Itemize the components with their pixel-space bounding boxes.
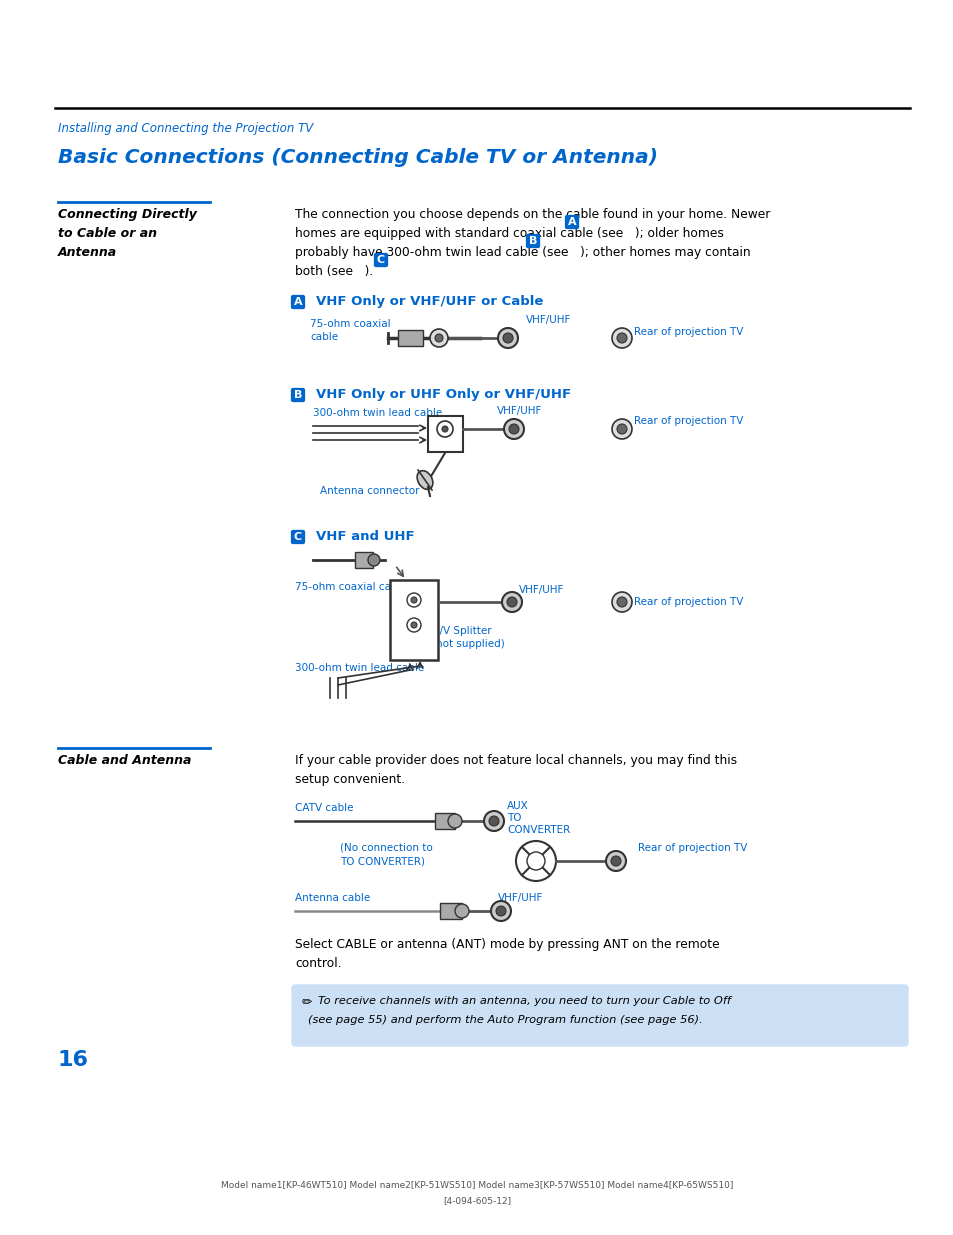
Circle shape (491, 902, 511, 921)
Text: (No connection to: (No connection to (339, 844, 433, 853)
Bar (390, 580, 437, 659)
FancyBboxPatch shape (292, 295, 304, 309)
Circle shape (617, 424, 626, 433)
Text: ✏: ✏ (302, 995, 313, 1009)
Text: (see page 55) and perform the Auto Program function (see page 56).: (see page 55) and perform the Auto Progr… (308, 1015, 702, 1025)
Bar (397, 330, 422, 346)
Text: VHF/UHF: VHF/UHF (497, 893, 543, 903)
Text: Select CABLE or antenna (ANT) mode by pressing ANT on the remote: Select CABLE or antenna (ANT) mode by pr… (294, 939, 719, 951)
Text: VHF Only or VHF/UHF or Cable: VHF Only or VHF/UHF or Cable (315, 295, 543, 308)
Text: CONVERTER: CONVERTER (506, 825, 570, 835)
Text: Installing and Connecting the Projection TV: Installing and Connecting the Projection… (58, 122, 313, 135)
Text: If your cable provider does not feature local channels, you may find this: If your cable provider does not feature … (294, 755, 737, 767)
Text: Rear of projection TV: Rear of projection TV (634, 416, 742, 426)
Bar (435, 813, 455, 829)
Bar (439, 903, 461, 919)
Circle shape (411, 597, 416, 603)
Text: VHF/UHF: VHF/UHF (518, 585, 564, 595)
Text: Model name1[KP-46WT510] Model name2[KP-51WS510] Model name3[KP-57WS510] Model na: Model name1[KP-46WT510] Model name2[KP-5… (220, 1179, 733, 1189)
Circle shape (605, 851, 625, 871)
Text: Basic Connections (Connecting Cable TV or Antenna): Basic Connections (Connecting Cable TV o… (58, 148, 658, 167)
Circle shape (448, 814, 461, 827)
Circle shape (489, 816, 498, 826)
Text: cable: cable (310, 332, 337, 342)
Circle shape (435, 333, 442, 342)
Text: TO: TO (506, 813, 521, 823)
Text: C: C (376, 254, 385, 266)
Circle shape (496, 906, 505, 916)
Text: 16: 16 (58, 1050, 89, 1070)
Circle shape (501, 592, 521, 613)
Text: (not supplied): (not supplied) (432, 638, 504, 650)
Circle shape (526, 852, 544, 869)
Text: Rear of projection TV: Rear of projection TV (638, 844, 746, 853)
Text: A: A (294, 296, 302, 308)
Circle shape (483, 811, 503, 831)
Text: both (see   ).: both (see ). (294, 266, 373, 278)
FancyBboxPatch shape (292, 986, 907, 1046)
Circle shape (509, 424, 518, 433)
Text: VHF/UHF: VHF/UHF (497, 406, 542, 416)
Text: control.: control. (294, 957, 341, 969)
Text: [4-094-605-12]: [4-094-605-12] (442, 1195, 511, 1205)
Text: To receive channels with an antenna, you need to turn your Cable to Off: To receive channels with an antenna, you… (317, 995, 730, 1007)
Text: homes are equipped with standard coaxial cable (see   ); older homes: homes are equipped with standard coaxial… (294, 227, 723, 240)
Text: VHF Only or UHF Only or VHF/UHF: VHF Only or UHF Only or VHF/UHF (315, 388, 571, 401)
Circle shape (441, 426, 448, 432)
Ellipse shape (416, 471, 433, 489)
Circle shape (612, 592, 631, 613)
Text: A: A (567, 217, 576, 227)
Text: Antenna cable: Antenna cable (294, 893, 370, 903)
Circle shape (610, 856, 620, 866)
FancyBboxPatch shape (565, 216, 578, 228)
Text: B: B (294, 390, 302, 400)
Text: TO CONVERTER): TO CONVERTER) (339, 856, 424, 866)
Text: CATV cable: CATV cable (294, 803, 354, 813)
Text: B: B (528, 236, 537, 246)
Circle shape (617, 333, 626, 343)
Circle shape (506, 597, 517, 606)
Text: VHF and UHF: VHF and UHF (315, 530, 415, 543)
Text: probably have 300-ohm twin lead cable (see   ); other homes may contain: probably have 300-ohm twin lead cable (s… (294, 246, 750, 259)
Text: AUX: AUX (506, 802, 528, 811)
Circle shape (411, 622, 416, 629)
FancyBboxPatch shape (526, 235, 538, 247)
Text: Rear of projection TV: Rear of projection TV (634, 597, 742, 606)
Circle shape (502, 333, 513, 343)
FancyBboxPatch shape (292, 531, 304, 543)
Circle shape (503, 419, 523, 438)
Text: 300-ohm twin lead cable: 300-ohm twin lead cable (294, 663, 424, 673)
FancyBboxPatch shape (292, 389, 304, 401)
Text: Cable and Antenna: Cable and Antenna (58, 755, 192, 767)
Text: 300-ohm twin lead cable: 300-ohm twin lead cable (313, 408, 442, 417)
Text: Antenna connector: Antenna connector (319, 487, 419, 496)
Circle shape (617, 597, 626, 606)
Bar (355, 552, 373, 568)
Text: VHF/UHF: VHF/UHF (525, 315, 571, 325)
Circle shape (497, 329, 517, 348)
Circle shape (612, 419, 631, 438)
Text: 75-ohm coaxial cable: 75-ohm coaxial cable (294, 582, 407, 592)
FancyBboxPatch shape (375, 253, 387, 267)
Circle shape (430, 329, 448, 347)
Circle shape (455, 904, 469, 918)
Text: The connection you choose depends on the cable found in your home. Newer: The connection you choose depends on the… (294, 207, 770, 221)
Circle shape (516, 841, 556, 881)
Text: Rear of projection TV: Rear of projection TV (634, 327, 742, 337)
Bar (428, 416, 462, 452)
Text: setup convenient.: setup convenient. (294, 773, 405, 785)
Text: 75-ohm coaxial: 75-ohm coaxial (310, 319, 390, 329)
Text: Connecting Directly
to Cable or an
Antenna: Connecting Directly to Cable or an Anten… (58, 207, 196, 259)
Circle shape (368, 555, 379, 566)
Circle shape (612, 329, 631, 348)
Text: C: C (294, 532, 302, 542)
Text: U/V Splitter: U/V Splitter (432, 626, 491, 636)
